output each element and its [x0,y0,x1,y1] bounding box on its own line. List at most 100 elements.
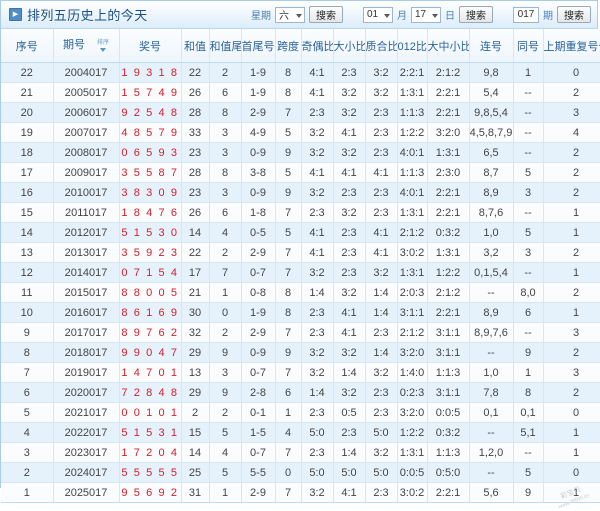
sort-control[interactable]: 排序 [97,39,109,52]
cell-prize-number: 0 7 1 5 4 [119,262,182,283]
cell-big-mid-small: 0:5:0 [427,462,470,483]
cell-span: 5 [275,162,302,183]
table-row[interactable]: 8 2018017 9 9 0 4 7 29 9 0-9 9 3:2 3:2 1:4 3:2:0 3:… [1,342,600,363]
weekday-select[interactable]: 六 [275,6,305,23]
cell-head-tail: 0-5 [241,222,276,243]
issue-input[interactable]: 017 [513,6,539,23]
col-header-prize-number[interactable]: 奖号 [119,29,182,63]
table-row[interactable]: 2 2024017 5 5 5 5 5 25 5 5-5 0 5:0 5:0 5:0 0:0:5 0:… [1,462,600,483]
col-header-head-tail[interactable]: 首尾号 [241,29,276,63]
cell-span: 7 [275,362,302,383]
cell-head-tail: 0-7 [241,442,276,463]
cell-odd-even: 1:4 [301,382,334,403]
cell-repeat-count: 2 [543,182,600,203]
table-row[interactable]: 12 2014017 0 7 1 5 4 17 7 0-7 7 3:2 2:3 3:2 1:3:1 1… [1,262,600,283]
cell-012: 1:3:1 [397,202,428,223]
cell-big-small: 1:4 [333,362,366,383]
table-row[interactable]: 4 2022017 5 1 5 3 1 15 5 1-5 4 5:0 2:3 5:0 1:2:2 0:… [1,422,600,443]
table-row[interactable]: 5 2021017 0 0 1 0 1 2 2 0-1 1 2:3 0:5 2:3 3:2:0 0:0… [1,402,600,423]
table-row[interactable]: 15 2011017 1 8 4 7 6 26 6 1-8 7 2:3 3:2 2:3 1:3:1 2… [1,202,600,223]
col-header-sum[interactable]: 和值 [181,29,210,63]
cell-big-mid-small: 3:1:1 [427,382,470,403]
cell-big-mid-small: 1:3:1 [427,142,470,163]
cell-prize-number: 9 5 6 9 2 [119,482,182,503]
cell-same-number: 5 [513,222,544,243]
table-row[interactable]: 9 2017017 8 9 7 6 2 32 2 2-9 7 2:3 4:1 2:3 2:1:2 3:… [1,322,600,343]
table-row[interactable]: 1 2025017 9 5 6 9 2 31 1 2-9 7 3:2 4:1 2:3 3:0:2 2:… [1,482,600,503]
table-row[interactable]: 10 2016017 8 6 1 6 9 30 0 1-9 8 2:3 4:1 1:4 3:1:1 2… [1,302,600,323]
table-row[interactable]: 7 2019017 1 4 7 0 1 13 3 0-7 7 3:2 1:4 3:2 1:4:0 1:… [1,362,600,383]
cell-prize-number: 0 6 5 9 3 [119,142,182,163]
col-header-odd-even-ratio[interactable]: 奇偶比 [301,29,334,63]
weekday-search-button[interactable]: 搜索 [309,6,343,23]
table-row[interactable]: 19 2007017 4 8 5 7 9 33 3 4-9 5 3:2 4:1 2:3 1:2:2 3… [1,122,600,143]
table-row[interactable]: 3 2023017 1 7 2 0 4 14 4 0-7 7 2:3 1:4 3:2 1:3:1 1:… [1,442,600,463]
cell-repeat-count: 1 [543,202,600,223]
title-group: ▶ 排列五历史上的今天 [9,5,148,24]
cell-big-mid-small: 2:2:1 [427,102,470,123]
cell-sum: 21 [181,282,210,303]
table-row[interactable]: 13 2013017 3 5 9 2 3 22 2 2-9 7 4:1 2:3 4:1 3:0:2 1… [1,242,600,263]
weekday-select-value: 六 [279,11,289,22]
table-row[interactable]: 18 2008017 0 6 5 9 3 23 3 0-9 9 3:2 3:2 2:3 4:0:1 1… [1,142,600,163]
cell-head-tail: 0-9 [241,142,276,163]
cell-big-small: 3:2 [333,202,366,223]
cell-repeat-count: 2 [543,282,600,303]
month-select-value: 01 [367,9,379,20]
cell-same-number: -- [513,442,544,463]
cell-sum: 32 [181,322,210,343]
table-row[interactable]: 22 2004017 1 9 3 1 8 22 2 1-9 8 4:1 2:3 3:2 2:2:1 2… [1,62,600,83]
cell-issue: 2016017 [53,302,120,323]
cell-big-mid-small: 2:1:2 [427,62,470,83]
cell-big-small: 5:0 [333,462,366,483]
col-header-same-number[interactable]: 同号 [513,29,544,63]
cell-head-tail: 1-9 [241,82,276,103]
cell-big-small: 3:2 [333,282,366,303]
cell-big-mid-small: 3:2:0 [427,122,470,143]
col-header-index[interactable]: 序号 [1,29,54,63]
cell-same-number: 5,1 [513,422,544,443]
cell-big-small: 3:2 [333,142,366,163]
table-row[interactable]: 14 2012017 5 1 5 3 0 14 4 0-5 5 4:1 2:3 4:1 2:1:2 0… [1,222,600,243]
cell-sum: 2 [181,402,210,423]
col-header-sum-tail[interactable]: 和值尾 [209,29,242,63]
issue-search-button[interactable]: 搜索 [557,6,591,23]
cell-sum-tail: 2 [209,62,242,83]
day-select[interactable]: 17 [411,6,441,23]
table-row[interactable]: 17 2009017 3 5 5 8 7 28 8 3-8 5 4:1 4:1 4:1 1:1:3 2… [1,162,600,183]
col-header-012-ratio[interactable]: 012比 [397,29,428,63]
cell-012: 3:2:0 [397,342,428,363]
cell-big-small: 4:1 [333,122,366,143]
cell-prime-composite: 5:0 [365,422,398,443]
cell-index: 16 [1,182,54,203]
cell-big-mid-small: 2:2:1 [427,202,470,223]
col-header-big-mid-small-ratio[interactable]: 大中小比 [427,29,470,63]
table-row[interactable]: 16 2010017 3 8 3 0 9 23 3 0-9 9 3:2 2:3 2:3 4:0:1 2… [1,182,600,203]
cell-prime-composite: 1:4 [365,342,398,363]
cell-consecutive: 9,8 [469,62,514,83]
cell-index: 18 [1,142,54,163]
table-row[interactable]: 20 2006017 9 2 5 4 8 28 8 2-9 7 2:3 3:2 2:3 1:1:3 2… [1,102,600,123]
table-row[interactable]: 11 2015017 8 8 0 0 5 21 1 0-8 8 1:4 3:2 1:4 2:0:3 2… [1,282,600,303]
cell-odd-even: 5:0 [301,462,334,483]
cell-012: 3:0:2 [397,242,428,263]
col-header-repeat-count[interactable]: 上期重复号个数 [543,29,600,63]
col-header-big-small-ratio[interactable]: 大小比 [333,29,366,63]
cell-012: 2:0:3 [397,282,428,303]
cell-odd-even: 3:2 [301,262,334,283]
col-header-consecutive[interactable]: 连号 [469,29,514,63]
cell-head-tail: 0-8 [241,282,276,303]
date-search-button[interactable]: 搜索 [459,6,493,23]
table-row[interactable]: 6 2020017 7 2 8 4 8 29 9 2-8 6 1:4 3:2 2:3 0:2:3 3:… [1,382,600,403]
cell-012: 3:0:2 [397,482,428,503]
col-header-issue[interactable]: 期号 排序 [53,29,120,63]
table-row[interactable]: 21 2005017 1 5 7 4 9 26 6 1-9 8 4:1 3:2 3:2 1:3:1 2… [1,82,600,103]
cell-012: 0:2:3 [397,382,428,403]
cell-index: 15 [1,202,54,223]
cell-same-number: 3 [513,242,544,263]
month-select[interactable]: 01 [363,6,393,23]
cell-span: 7 [275,322,302,343]
col-header-prime-composite-ratio[interactable]: 质合比 [365,29,398,63]
col-header-span[interactable]: 跨度 [275,29,302,63]
cell-sum-tail: 3 [209,122,242,143]
